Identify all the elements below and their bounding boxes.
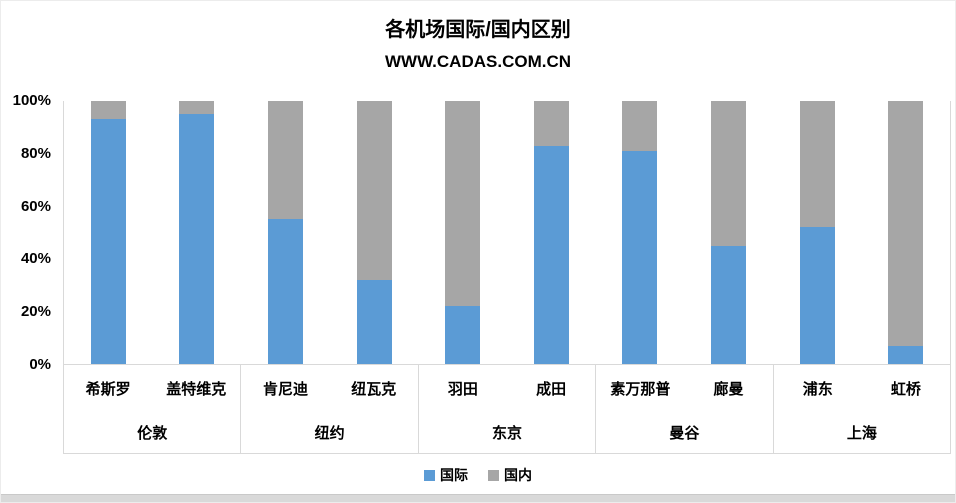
stacked-bar — [622, 101, 658, 364]
category-group: 素万那普 廊曼曼谷 — [595, 365, 772, 453]
segment-international — [711, 245, 746, 364]
category-group: 希斯罗 盖特维克伦敦 — [63, 365, 240, 453]
category-axis: 希斯罗 盖特维克伦敦 肯尼迪 纽瓦克纽约 羽田 成田东京 素万那普 廊曼曼谷 浦东 虹桥上海 — [63, 365, 952, 454]
segment-domestic — [799, 101, 835, 228]
airport-label-row: 素万那普 廊曼 — [596, 365, 772, 411]
city-label: 伦敦 — [137, 424, 168, 442]
stacked-bar — [533, 101, 569, 364]
airport-label-row: 羽田 成田 — [419, 365, 595, 411]
airport-label-row: 希斯罗 盖特维克 — [64, 365, 240, 411]
segment-international — [268, 219, 303, 364]
bar-group — [596, 101, 773, 364]
segment-international — [533, 145, 569, 364]
segment-domestic — [533, 101, 569, 146]
bar-group — [418, 101, 595, 364]
bar-group — [773, 101, 950, 364]
airport-label: 纽瓦克 — [351, 380, 397, 398]
segment-domestic — [90, 101, 126, 120]
airport-label: 希斯罗 — [85, 380, 131, 398]
airport-label: 素万那普 — [610, 380, 671, 398]
y-axis-label: 100% — [12, 92, 51, 109]
plot-area — [63, 101, 951, 365]
y-axis: 100% 80% 60% 40% 20% 0% — [1, 92, 55, 373]
segment-international — [622, 150, 658, 364]
segment-domestic — [268, 101, 303, 220]
bar-group — [241, 101, 418, 364]
y-axis-label: 80% — [20, 144, 51, 162]
city-label: 东京 — [492, 424, 523, 442]
chart-subtitle: WWW.CADAS.COM.CN — [384, 52, 572, 71]
airport-label-row: 浦东 虹桥 — [774, 365, 950, 411]
airport-label-row: 肯尼迪 纽瓦克 — [241, 365, 417, 411]
airport-label: 羽田 — [447, 380, 478, 398]
airport-label: 虹桥 — [890, 380, 921, 398]
stacked-bar — [445, 101, 481, 364]
legend-label: 国内 — [504, 467, 532, 483]
stacked-bar — [799, 101, 835, 364]
bar-group — [64, 101, 241, 364]
segment-international — [445, 306, 481, 364]
segment-domestic — [356, 101, 392, 280]
airport-label: 盖特维克 — [166, 380, 227, 398]
city-label: 上海 — [846, 424, 877, 442]
airport-label: 成田 — [536, 380, 567, 398]
segment-international — [799, 227, 835, 364]
segment-domestic — [179, 101, 215, 115]
y-axis-label: 0% — [29, 356, 51, 373]
segment-international — [356, 279, 392, 364]
y-axis-label: 20% — [20, 303, 51, 321]
legend-item: 国际 — [424, 465, 468, 485]
city-label: 曼谷 — [669, 424, 700, 442]
airport-label: 浦东 — [802, 380, 833, 398]
legend-swatch-icon — [488, 469, 499, 481]
segment-international — [179, 114, 215, 364]
window-bottom-edge — [1, 494, 955, 502]
segment-domestic — [622, 101, 658, 151]
city-label: 纽约 — [314, 424, 345, 442]
category-group: 肯尼迪 纽瓦克纽约 — [240, 365, 417, 453]
category-group: 羽田 成田东京 — [417, 365, 595, 453]
segment-domestic — [711, 101, 746, 246]
stacked-bar — [711, 101, 746, 364]
legend: 国际 国内 — [1, 463, 955, 487]
category-group: 浦东 虹桥上海 — [772, 365, 952, 453]
segment-international — [90, 119, 126, 364]
segment-domestic — [445, 101, 481, 307]
chart-title: 各机场国际/国内区别 — [385, 19, 571, 41]
stacked-bar — [90, 101, 126, 364]
stacked-bar — [888, 101, 924, 364]
legend-label: 国际 — [440, 467, 468, 483]
y-axis-label: 40% — [20, 250, 51, 268]
legend-item: 国内 — [488, 465, 532, 485]
airport-label: 廊曼 — [713, 380, 744, 398]
segment-international — [888, 345, 924, 364]
stacked-bar — [356, 101, 392, 364]
legend-swatch-icon — [424, 469, 435, 481]
y-axis-label: 60% — [20, 197, 51, 215]
segment-domestic — [888, 101, 924, 346]
airport-label: 肯尼迪 — [263, 380, 309, 398]
stacked-bar — [268, 101, 303, 364]
stacked-bar — [179, 101, 215, 364]
